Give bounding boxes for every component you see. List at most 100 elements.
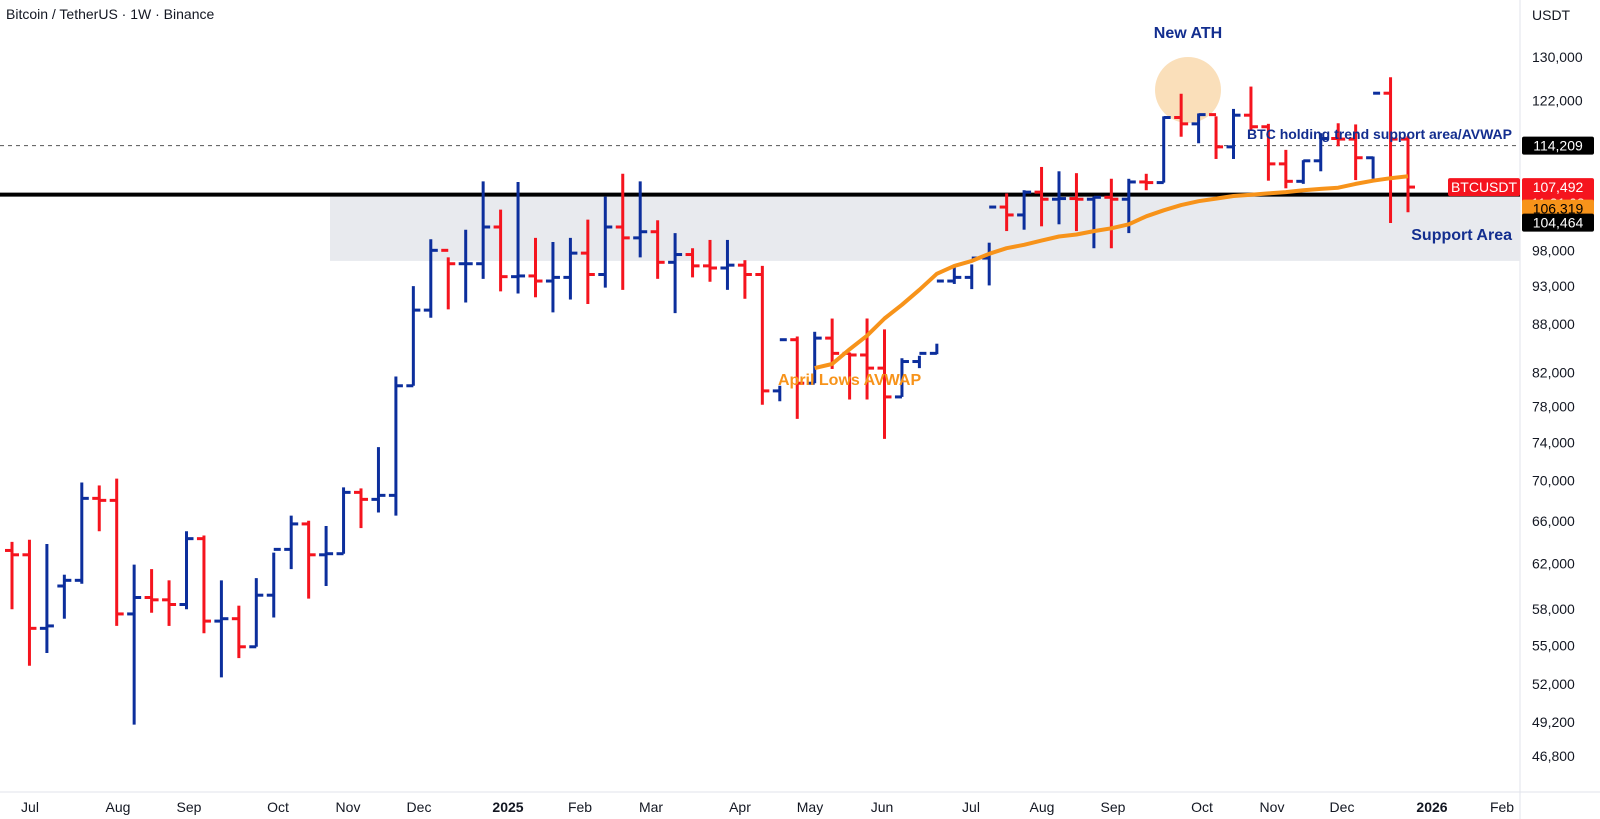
ohlc-bar [5,541,19,610]
ohlc-bar [685,248,700,278]
ohlc-bar [388,376,403,516]
ohlc-bar [860,318,875,400]
ohlc-bar [1174,93,1189,137]
x-tick-label: Nov [336,799,361,815]
y-tick-label: 58,000 [1532,601,1575,617]
price-label-black: 104,464 [1533,215,1584,231]
ohlc-bar [580,219,595,305]
x-tick-label: Dec [1330,799,1355,815]
ohlc-bar [92,485,107,532]
price-label-dashed: 114,209 [1533,138,1583,154]
y-tick-label: 98,000 [1532,242,1575,258]
ohlc-bar [615,173,630,290]
x-tick-label: Oct [267,799,289,815]
x-tick-label: Aug [1030,799,1055,815]
x-tick-label: May [797,799,823,815]
ohlc-bar [1069,173,1084,232]
y-tick-label: 82,000 [1532,364,1575,380]
ohlc-bar [1104,178,1119,249]
y-tick-label: 74,000 [1532,435,1575,451]
ohlc-bar [737,260,752,299]
price-label-dashed-bg [1522,136,1594,155]
ohlc-bar [528,237,543,298]
y-tick-label: 130,000 [1532,49,1583,65]
ohlc-bar [162,580,177,626]
x-tick-label: Sep [1101,799,1126,815]
ohlc-bar [109,478,124,626]
ohlc-bar [772,338,787,402]
avwap-line [814,174,1409,371]
ohlc-bar [650,220,665,279]
ohlc-bar [406,286,421,388]
ohlc-bar [1052,171,1066,225]
x-tick-label: Dec [407,799,432,815]
ohlc-bar [214,580,229,678]
ohlc-bar [127,564,142,725]
x-tick-label: 2025 [492,799,523,815]
ohlc-bar [179,531,194,610]
x-tick-label: Mar [639,799,663,815]
ohlc-bar [598,196,613,288]
price-label-avwap: 106,319 [1533,201,1584,217]
ohlc-bar [1209,113,1224,159]
ohlc-bar [755,265,770,405]
ohlc-bar [1191,113,1206,144]
x-tick-label: Jul [962,799,980,815]
ohlc-bar [319,525,334,587]
ohlc-bar [423,239,438,318]
x-tick-label: Jun [871,799,894,815]
symbol-tag: BTCUSDT [1451,179,1518,195]
y-tick-label: 122,000 [1532,92,1583,108]
x-tick-label: 2026 [1416,799,1447,815]
ohlc-bar [807,331,822,385]
ohlc-bar [1366,91,1381,179]
price-label-black-bg [1522,213,1594,232]
ohlc-bar [74,482,89,584]
price-label-last: 107,492 [1533,179,1584,195]
ohlc-bar [912,351,927,369]
ohlc-bar [354,488,368,529]
ohlc-bars [5,77,1415,725]
ohlc-bar [476,181,491,279]
ohlc-bar [1401,136,1415,213]
ohlc-bar [196,535,211,634]
ohlc-bar [1086,195,1101,249]
ohlc-bar [1261,123,1276,181]
new-ath-highlight [1155,57,1221,123]
ohlc-bar [1313,133,1328,172]
x-tick-label: Feb [568,799,592,815]
ohlc-bar [441,248,456,310]
ohlc-bar [458,229,473,303]
ohlc-bar [284,515,299,570]
ohlc-bar [336,487,351,556]
y-tick-label: 93,000 [1532,278,1575,294]
ohlc-bar [1348,124,1363,181]
ohlc-bar [39,543,54,654]
ohlc-bar [301,520,316,599]
ohlc-bar [877,329,892,439]
ohlc-bar [1226,108,1241,159]
y-tick-label: 66,000 [1532,513,1575,529]
annotation-trend: BTC holding trend support area/AVWAP [1247,126,1512,142]
x-tick-label: Aug [106,799,131,815]
y-tick-label: 88,000 [1532,316,1575,332]
ohlc-bar [703,239,717,282]
ohlc-bar [929,279,944,355]
y-tick-label: 52,000 [1532,676,1575,692]
price-label-avwap-bg [1522,199,1594,218]
y-tick-label: 49,200 [1532,714,1575,730]
y-tick-label: 55,000 [1532,638,1575,654]
ohlc-bar [22,539,37,666]
x-tick-label: Sep [177,799,202,815]
ohlc-bar [894,358,909,399]
ohlc-bar [511,181,526,294]
x-tick-label: Nov [1260,799,1285,815]
ohlc-bar [1017,190,1032,230]
ohlc-bar [249,578,264,649]
annotation-avwap: April Lows AVWAP [778,372,921,389]
symbol-tag-bg [1448,178,1520,197]
ohlc-bar [633,181,648,258]
ohlc-bar [1278,149,1293,189]
ohlc-bar [144,569,159,613]
